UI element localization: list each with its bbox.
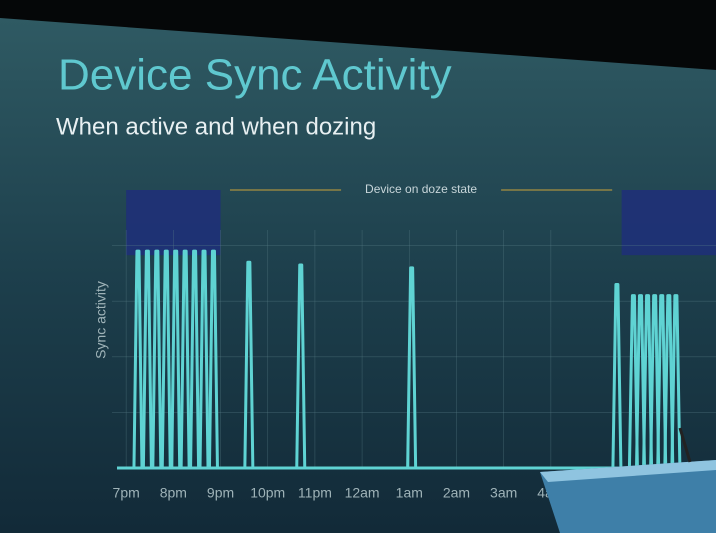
- sync-spike: [656, 294, 668, 469]
- x-tick-label: 11pm: [298, 485, 332, 501]
- sync-spike: [627, 294, 639, 469]
- annotation: Device on doze state: [365, 182, 477, 196]
- y-axis-label: Sync activity: [93, 281, 109, 359]
- sync-spike: [663, 294, 675, 469]
- sync-spike: [406, 266, 418, 469]
- sync-spike: [132, 249, 144, 469]
- sync-spike: [670, 294, 682, 469]
- sync-spike: [151, 249, 163, 469]
- x-tick-label: 1am: [396, 485, 423, 501]
- x-tick-label: 2am: [443, 485, 470, 501]
- x-tick-label: 10pm: [250, 485, 285, 501]
- x-tick-label: 3am: [490, 485, 517, 501]
- sync-spike: [198, 249, 210, 469]
- x-tick-label: 7pm: [113, 485, 140, 501]
- sync-spike: [179, 249, 191, 469]
- sync-spike: [635, 294, 646, 469]
- podium-top: [540, 460, 716, 482]
- x-tick-label: 12am: [345, 485, 380, 501]
- sync-spike: [207, 249, 219, 469]
- microphone: [678, 427, 692, 463]
- sync-spike: [642, 294, 654, 469]
- sync-spike: [295, 263, 307, 469]
- subtitle: When active and when dozing: [56, 113, 376, 140]
- sync-spike: [141, 249, 153, 469]
- x-tick-label: 8pm: [160, 485, 187, 501]
- sync-spike: [160, 249, 172, 469]
- title: Device Sync Activity: [58, 51, 452, 100]
- sync-spike: [649, 294, 661, 469]
- sync-spike: [170, 249, 182, 469]
- sync-spike: [243, 260, 255, 469]
- x-tick-label: 9pm: [207, 485, 234, 501]
- plot: 7pm8pm9pm10pm11pm12am1am2am3am4amDevice …: [112, 182, 716, 501]
- sync-spike: [189, 249, 201, 469]
- active-region: [621, 190, 716, 256]
- sync-spike: [611, 283, 623, 469]
